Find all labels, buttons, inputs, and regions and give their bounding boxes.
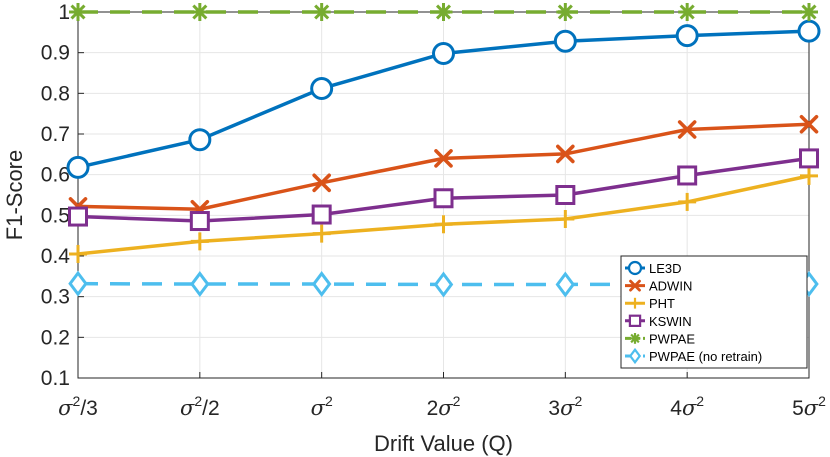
data-point xyxy=(797,19,821,43)
y-tick-label: 0.6 xyxy=(41,164,70,187)
data-point xyxy=(799,148,819,169)
legend-label: KSWIN xyxy=(649,314,692,329)
y-tick-label: 0.9 xyxy=(41,42,70,65)
x-tick-label: 3σ2 xyxy=(548,393,582,420)
data-point xyxy=(311,204,332,225)
y-tick-label: 0.1 xyxy=(41,367,70,390)
legend-item: KSWIN xyxy=(625,314,692,329)
legend-label: LE3D xyxy=(649,261,682,276)
data-point xyxy=(311,271,332,298)
y-tick-label: 0.5 xyxy=(41,204,70,227)
y-axis-title: F1-Score xyxy=(2,150,27,240)
data-point xyxy=(68,270,88,297)
legend-label: PHT xyxy=(649,296,675,311)
data-point xyxy=(556,209,575,228)
data-point xyxy=(190,3,209,21)
legend-label: ADWIN xyxy=(649,279,692,294)
data-point xyxy=(677,165,698,186)
legend-marker xyxy=(629,297,641,309)
legend-item: LE3D xyxy=(625,260,682,276)
data-point xyxy=(433,271,454,298)
legend-item: PWPAE (no retrain) xyxy=(625,347,762,365)
y-tick-label: 0.3 xyxy=(41,286,70,309)
y-tick-label: 0.2 xyxy=(41,326,70,349)
series-kswin xyxy=(68,148,819,232)
y-tick-label: 1 xyxy=(58,1,70,24)
x-tick-label: σ2 xyxy=(311,393,333,420)
legend-marker xyxy=(629,333,641,344)
data-point xyxy=(68,206,88,227)
data-point xyxy=(800,3,818,21)
series-pwpae xyxy=(69,3,818,21)
data-point xyxy=(66,155,90,179)
data-point xyxy=(189,211,210,232)
x-axis-ticks: σ2/3 σ2/2 σ2 2σ2 3σ2 4σ2 5σ2 xyxy=(58,372,826,420)
data-point xyxy=(800,166,818,185)
legend-marker xyxy=(628,314,642,328)
x-tick-label: σ2/3 xyxy=(58,393,98,420)
legend-item: ADWIN xyxy=(625,279,692,294)
y-tick-label: 0.4 xyxy=(41,245,71,268)
data-point xyxy=(69,244,87,263)
data-point xyxy=(312,3,331,21)
data-point xyxy=(188,128,212,152)
data-point xyxy=(433,188,454,209)
legend-label: PWPAE xyxy=(649,331,695,346)
legend-marker xyxy=(628,347,642,365)
data-point xyxy=(190,271,210,298)
data-point xyxy=(310,76,334,100)
data-point xyxy=(312,224,331,243)
data-point xyxy=(556,3,575,21)
y-tick-label: 0.8 xyxy=(41,82,70,105)
data-point xyxy=(69,3,87,21)
data-point xyxy=(675,24,699,48)
data-point xyxy=(799,114,819,134)
data-point xyxy=(432,41,455,65)
data-point xyxy=(434,3,453,21)
data-point xyxy=(678,192,697,211)
data-point xyxy=(678,3,697,21)
data-point xyxy=(312,173,331,193)
y-tick-label: 0.7 xyxy=(41,123,70,146)
legend-label: PWPAE (no retrain) xyxy=(649,349,762,364)
x-axis-title: Drift Value (Q) xyxy=(374,431,513,456)
data-point xyxy=(555,271,576,298)
x-tick-label: 5σ2 xyxy=(792,393,826,420)
x-tick-label: 2σ2 xyxy=(427,393,461,420)
legend: LE3D ADWIN PHT KSWIN PWPAE PWPAE (no retrain) xyxy=(620,255,808,369)
legend-box xyxy=(620,255,808,369)
series-le3d xyxy=(66,19,821,179)
y-axis-ticks: 0.1 0.2 0.3 0.4 0.5 0.6 0.7 0.8 0.9 1 xyxy=(41,1,84,390)
legend-marker xyxy=(627,260,643,276)
x-tick-label: σ2/2 xyxy=(180,393,220,420)
data-point xyxy=(434,215,453,234)
legend-marker xyxy=(629,279,641,292)
series-pht xyxy=(69,166,818,263)
data-point xyxy=(553,29,577,53)
data-point xyxy=(190,232,209,251)
legend-item: PHT xyxy=(625,296,675,311)
data-point xyxy=(556,144,575,164)
legend-item: PWPAE xyxy=(625,331,695,346)
x-tick-label: 4σ2 xyxy=(670,393,704,420)
data-point xyxy=(677,120,697,139)
data-point xyxy=(434,149,453,168)
data-point xyxy=(555,185,576,205)
